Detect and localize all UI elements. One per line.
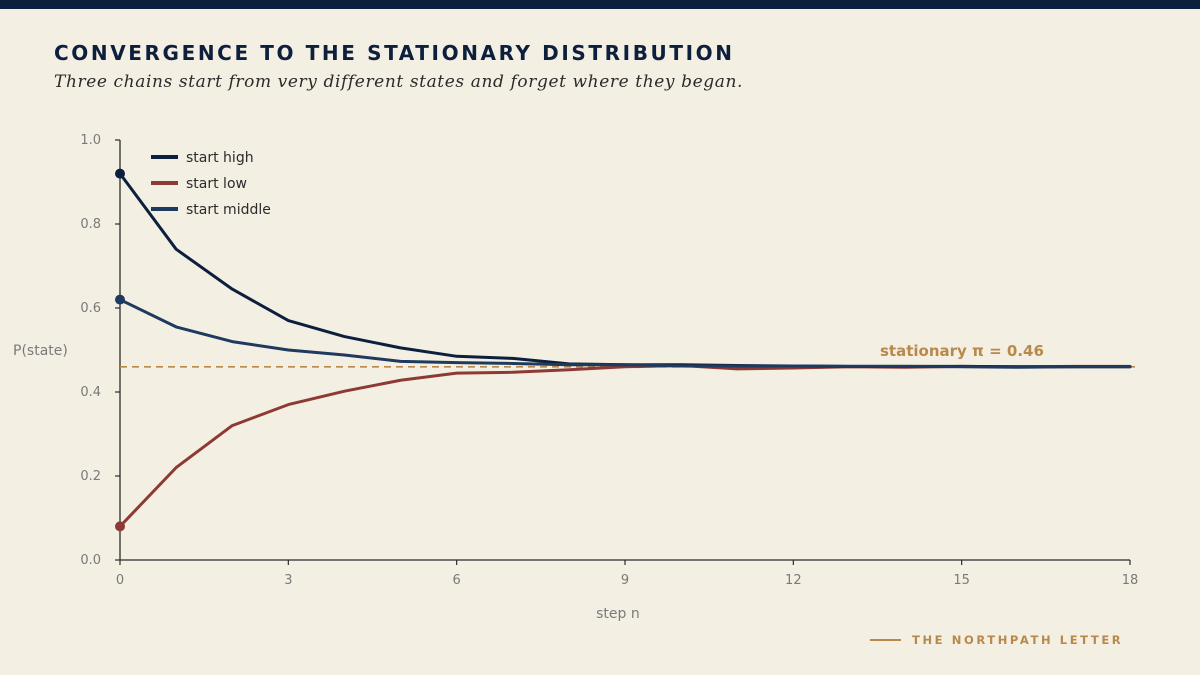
series-line-start-high	[118, 172, 1132, 369]
stationary-reference-label: stationary π = 0.46	[880, 342, 1044, 360]
series-start-point-start-middle	[115, 294, 125, 305]
x-tick-label: 6	[453, 573, 461, 588]
x-tick-label: 18	[1122, 573, 1139, 588]
y-tick-label: 0.2	[80, 469, 101, 484]
brand-name: THE NORTHPATH LETTER	[912, 633, 1124, 647]
series-start-point-start-low	[115, 521, 125, 532]
series-line-start-low	[118, 364, 1132, 528]
brand-rule	[870, 639, 901, 641]
y-tick-label: 0.0	[80, 553, 101, 568]
legend-label: start high	[186, 150, 254, 166]
x-tick-label: 3	[284, 573, 292, 588]
series-start-point-start-high	[115, 168, 125, 179]
y-tick-label: 0.8	[80, 217, 101, 232]
brand-footer: THE NORTHPATH LETTER	[870, 633, 1123, 647]
x-tick-label: 15	[953, 573, 970, 588]
x-tick-label: 9	[621, 573, 629, 588]
page-title: CONVERGENCE TO THE STATIONARY DISTRIBUTI…	[54, 41, 735, 65]
y-tick-label: 0.4	[80, 385, 101, 400]
y-tick-label: 0.6	[80, 301, 101, 316]
legend-label: start middle	[186, 202, 271, 218]
y-tick-label: 1.0	[80, 133, 101, 148]
y-axis-label: P(state)	[13, 343, 68, 359]
x-axis-label: step n	[596, 606, 640, 622]
series-line-start-middle	[118, 298, 1132, 369]
top-accent-bar	[0, 0, 1200, 9]
legend-label: start low	[186, 176, 247, 192]
x-tick-label: 0	[116, 573, 124, 588]
page-subtitle: Three chains start from very different s…	[54, 72, 744, 92]
x-tick-label: 12	[785, 573, 802, 588]
